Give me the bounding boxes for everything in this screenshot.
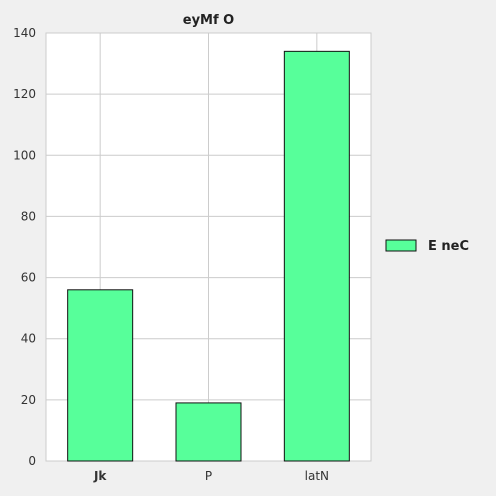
bar-Jk: [67, 289, 134, 462]
y-tick-label: 0: [28, 454, 36, 468]
y-tick-label: 100: [13, 148, 36, 162]
y-tick-label: 20: [21, 393, 36, 407]
y-tick-label: 60: [21, 271, 36, 285]
chart-title: eyMf O: [183, 13, 234, 28]
legend-swatch: [385, 239, 417, 252]
x-tick-label: P: [205, 469, 212, 483]
bar-P: [175, 402, 242, 462]
legend: E neC: [385, 239, 469, 254]
bar-latN: [283, 50, 350, 462]
x-tick-label: latN: [305, 469, 329, 483]
y-tick-label: 40: [21, 332, 36, 346]
y-tick-label: 140: [13, 26, 36, 40]
y-tick-label: 120: [13, 87, 36, 101]
legend-label: E neC: [428, 239, 469, 254]
x-tick-label: Jk: [93, 469, 107, 483]
y-tick-label: 80: [21, 209, 36, 223]
